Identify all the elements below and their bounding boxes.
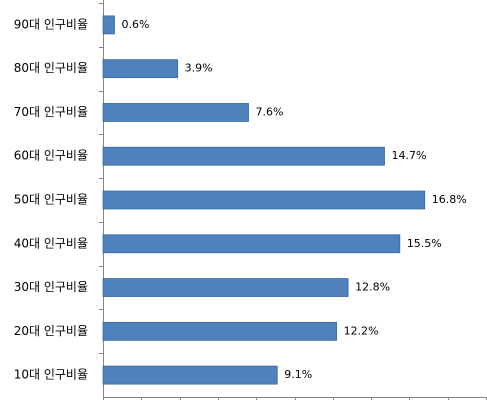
bar: [102, 103, 249, 122]
y-tick-label: 80대 인구비율: [14, 61, 88, 75]
bar: [102, 365, 278, 385]
bar: [102, 146, 385, 166]
value-label: 7.6%: [256, 105, 284, 118]
y-tick-label: 90대 인구비율: [14, 17, 88, 31]
value-label: 16.8%: [432, 193, 467, 206]
bar: [102, 59, 179, 79]
bar: [102, 15, 115, 35]
y-tick-label: 50대 인구비율: [14, 193, 88, 207]
y-tick-label: 40대 인구비율: [14, 236, 88, 250]
y-tick-label: 60대 인구비율: [14, 149, 88, 163]
value-label: 12.2%: [344, 324, 379, 337]
value-label: 3.9%: [185, 62, 213, 75]
value-label: 9.1%: [284, 368, 312, 381]
value-label: 14.7%: [392, 149, 427, 162]
bar: [102, 278, 349, 297]
y-tick-label: 20대 인구비율: [14, 324, 88, 338]
value-label: 0.6%: [121, 18, 149, 31]
y-tick-label: 10대 인구비율: [14, 368, 88, 382]
value-label: 15.5%: [407, 237, 442, 250]
value-label: 12.8%: [355, 281, 390, 294]
bar: [102, 234, 401, 254]
bar: [102, 321, 338, 341]
y-tick-label: 30대 인구비율: [14, 280, 88, 294]
y-tick-label: 70대 인구비율: [14, 105, 88, 119]
bar: [102, 190, 426, 210]
